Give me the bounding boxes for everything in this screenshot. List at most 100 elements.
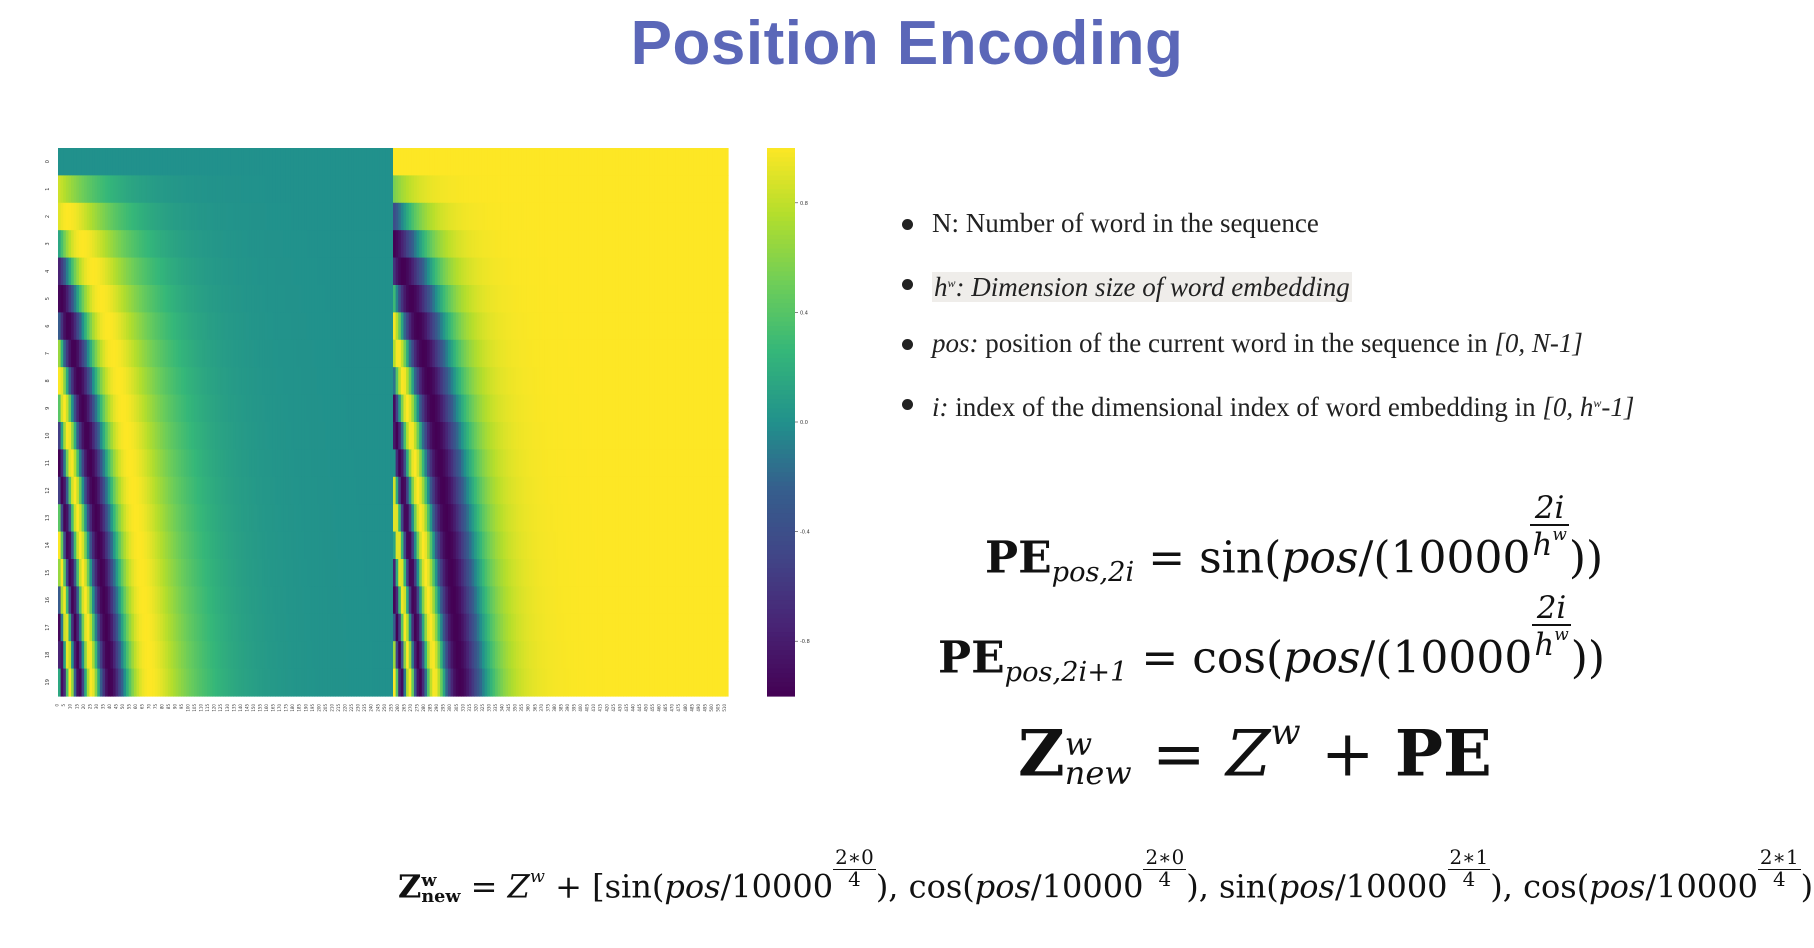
heatmap-cell <box>128 531 132 560</box>
heatmap-cell <box>479 230 483 259</box>
heatmap-cell <box>238 285 242 313</box>
heatmap-cell <box>220 449 224 478</box>
heatmap-cell <box>209 339 214 368</box>
heatmap-cell <box>529 148 533 176</box>
heatmap-cell <box>539 394 543 423</box>
heatmap-cell <box>393 202 397 231</box>
heatmap-cell <box>327 613 331 642</box>
heatmap-cell <box>73 449 77 478</box>
heatmap-cell <box>563 394 567 423</box>
heatmap-cell <box>497 148 501 176</box>
heatmap-cell <box>586 449 590 478</box>
heatmap-cell <box>701 257 706 286</box>
heatmap-cell <box>550 504 554 533</box>
heatmap-cell <box>356 312 360 341</box>
heatmap-cell <box>382 175 386 204</box>
heatmap-cell <box>110 449 114 478</box>
heatmap-cell <box>107 641 111 670</box>
heatmap-cell <box>330 586 334 615</box>
heatmap-cell <box>680 230 685 259</box>
heatmap-cell <box>424 641 428 670</box>
heatmap-cell <box>607 367 611 396</box>
heatmap-cell <box>379 312 384 341</box>
heatmap-cell <box>481 230 486 259</box>
heatmap-cell <box>534 559 538 587</box>
heatmap-cell <box>536 394 541 423</box>
heatmap-cell <box>173 202 177 231</box>
heatmap-cell <box>586 148 590 176</box>
heatmap-cell <box>557 531 562 560</box>
heatmap-cell <box>707 449 711 478</box>
heatmap-cell <box>453 449 457 478</box>
heatmap-cell <box>411 504 415 533</box>
heatmap-cell <box>565 202 569 231</box>
heatmap-cell <box>269 613 274 642</box>
heatmap-cell <box>228 394 232 423</box>
heatmap-cell <box>178 202 182 231</box>
heatmap-cell <box>97 504 101 533</box>
heatmap-cell <box>259 613 263 642</box>
heatmap-cell <box>594 339 598 368</box>
heatmap-cell <box>306 586 310 615</box>
heatmap-cell <box>345 668 350 697</box>
heatmap-cell <box>427 586 431 615</box>
heatmap-cell <box>563 202 567 231</box>
heatmap-cell <box>241 641 245 670</box>
heatmap-cell <box>277 668 282 697</box>
heatmap-cell <box>191 175 195 204</box>
heatmap-cell <box>361 422 365 450</box>
heatmap-cell <box>63 559 67 587</box>
heatmap-cell <box>298 394 302 423</box>
heatmap-cell <box>233 230 237 259</box>
heatmap-cell <box>688 531 692 560</box>
heatmap-cell <box>625 394 630 423</box>
heatmap-cell <box>311 476 316 505</box>
heatmap-cell <box>277 449 282 478</box>
heatmap-cell <box>188 339 193 368</box>
heatmap-cell <box>678 476 682 505</box>
heatmap-cell <box>461 285 465 313</box>
heatmap-cell <box>487 641 491 670</box>
heatmap-cell <box>649 641 653 670</box>
heatmap-cell <box>356 257 360 286</box>
heatmap-cell <box>288 339 292 368</box>
heatmap-cell <box>301 312 305 341</box>
heatmap-cell <box>657 148 661 176</box>
heatmap-cell <box>225 586 229 615</box>
heatmap-cell <box>502 641 507 670</box>
heatmap-cell <box>544 422 549 450</box>
heatmap-cell <box>146 339 151 368</box>
heatmap-cell <box>492 367 496 396</box>
heatmap-cell <box>390 285 394 313</box>
heatmap-cell <box>686 613 690 642</box>
heatmap-cell <box>599 504 603 533</box>
heatmap-cell <box>563 641 567 670</box>
heatmap-cell <box>324 367 329 396</box>
heatmap-cell <box>413 285 418 313</box>
heatmap-cell <box>581 613 585 642</box>
heatmap-cell <box>673 586 677 615</box>
heatmap-cell <box>133 312 138 341</box>
heatmap-cell <box>68 148 72 176</box>
heatmap-cell <box>442 285 446 313</box>
heatmap-cell <box>560 641 564 670</box>
heatmap-cell <box>118 202 122 231</box>
heatmap-cell <box>81 668 85 697</box>
heatmap-cell <box>228 175 232 204</box>
heatmap-cell <box>534 394 538 423</box>
heatmap-cell <box>602 394 606 423</box>
heatmap-cell <box>607 202 611 231</box>
heatmap-cell <box>343 668 347 697</box>
heatmap-cell <box>285 230 289 259</box>
heatmap-cell <box>623 230 627 259</box>
heatmap-cell <box>361 504 365 533</box>
heatmap-cell <box>534 175 538 204</box>
heatmap-cell <box>225 394 229 423</box>
heatmap-cell <box>120 449 125 478</box>
heatmap-cell <box>714 613 719 642</box>
heatmap-cell <box>343 202 347 231</box>
heatmap-cell <box>348 504 352 533</box>
heatmap-cell <box>89 422 93 450</box>
heatmap-cell <box>463 504 467 533</box>
heatmap-cell <box>526 175 530 204</box>
